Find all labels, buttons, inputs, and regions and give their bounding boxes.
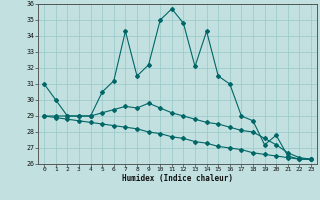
X-axis label: Humidex (Indice chaleur): Humidex (Indice chaleur): [122, 174, 233, 183]
